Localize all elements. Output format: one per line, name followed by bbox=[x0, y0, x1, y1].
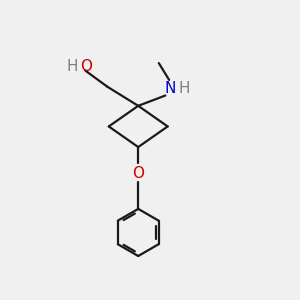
Text: N: N bbox=[165, 81, 176, 96]
Text: O: O bbox=[132, 166, 144, 181]
Text: H: H bbox=[178, 81, 190, 96]
Text: O: O bbox=[80, 59, 92, 74]
Text: H: H bbox=[67, 59, 78, 74]
